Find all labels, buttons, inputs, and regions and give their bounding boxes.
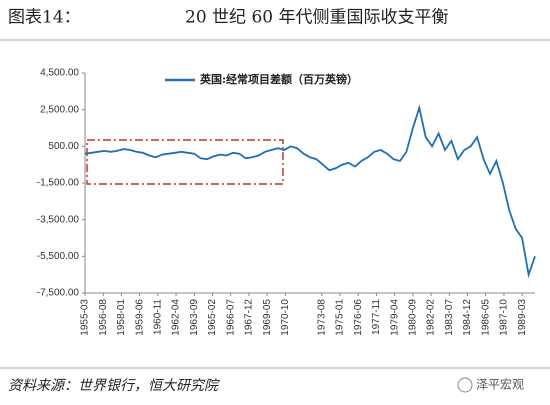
x-tick-label: 1966-07 [225,299,236,336]
chart-title: 20 世纪 60 年代侧重国际收支平衡 [185,8,448,28]
x-tick-label: 1980-09 [407,299,418,336]
y-tick-label: -3,500.00 [37,214,80,225]
figure-label: 图表14： [8,8,81,28]
x-tick-label: 1969-05 [262,299,273,336]
x-tick-label: 1976-06 [353,299,364,336]
x-tick-label: 1965-02 [207,299,218,336]
highlight-box [86,139,284,185]
x-tick-label: 1963-09 [189,299,200,336]
x-tick-label: 1987-10 [499,299,510,336]
x-tick-label: 1975-01 [335,299,346,336]
x-tick-label: 1989-03 [517,299,528,336]
logo: 泽平宏观 [476,377,524,392]
x-tick-label: 1979-04 [389,299,400,336]
x-tick-label: 1958-01 [116,299,127,336]
x-tick-label: 1970-10 [280,299,291,336]
x-tick-label: 1986-05 [480,299,491,336]
series-line [84,104,536,279]
x-tick-label: 1960-11 [152,299,163,335]
x-tick-label: 1983-07 [444,299,455,336]
x-tick-label: 1982-02 [426,299,437,336]
y-tick-label: -7,500.00 [37,288,80,299]
y-tick-label: 500.00 [48,141,79,152]
x-tick-label: 1959-06 [134,299,145,336]
y-tick-label: 2,500.00 [40,104,79,115]
x-tick-label: 1967-12 [244,299,255,336]
legend-label: 英国:经常项目差额（百万英镑） [199,72,358,86]
logo-icon [457,377,473,393]
x-tick-label: 1955-03 [80,299,91,336]
source: 资料来源：世界银行，恒大研究院 [8,378,220,394]
x-tick-label: 1956-08 [98,299,109,336]
x-tick-label: 1977-11 [371,299,382,335]
y-tick-label: 4,500.00 [40,68,79,79]
x-tick-label: 1962-04 [171,299,182,336]
y-tick-label: -1,500.00 [37,178,80,189]
x-tick-label: 1973-08 [316,299,327,336]
x-tick-label: 1984-12 [462,299,473,336]
y-tick-label: -5,500.00 [37,251,80,262]
